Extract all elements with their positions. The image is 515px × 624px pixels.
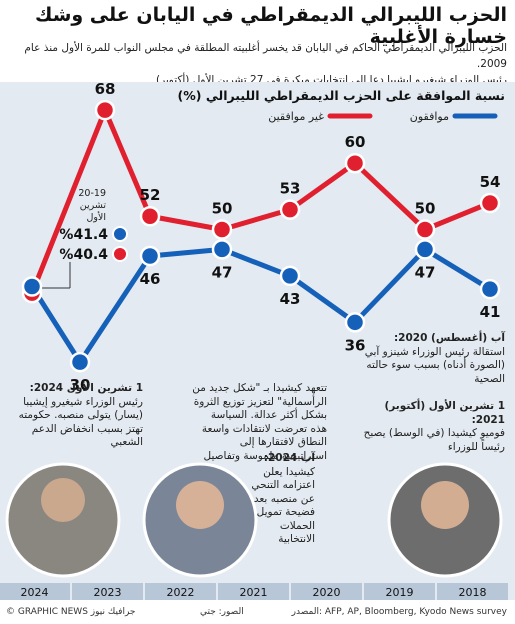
marker [139, 245, 161, 267]
annotation: تتعهد كيشيدا بـ "شكل جديد من الرأسمالية"… [192, 382, 327, 463]
year-cell [364, 583, 435, 600]
value-label: %41.4 [59, 227, 108, 243]
series-line [29, 107, 491, 295]
callout-dot [112, 246, 128, 262]
year-label: 2018 [459, 586, 487, 599]
value-label: 50 [212, 200, 233, 218]
callout-dot [112, 226, 128, 242]
face [41, 478, 85, 522]
annotation-title: 1 تشرين الأول (أكتوبر) 2021: [384, 400, 505, 426]
value-label: 41 [480, 303, 501, 321]
marker [279, 265, 301, 287]
year-cell [0, 583, 70, 600]
value-label: 54 [480, 173, 501, 191]
marker [344, 312, 366, 333]
annotation-title: آب 2024: [263, 452, 315, 464]
photos [5, 462, 503, 578]
marker [479, 192, 501, 214]
subtitle-line: الحزب الليبرالي الديمقراطي الحاكم في الي… [24, 42, 507, 70]
annotation-title: 1 تشرين الأول 2024: [29, 382, 143, 394]
legend-label: موافقون [410, 110, 449, 123]
face [421, 481, 469, 529]
chart-title: نسبة الموافقة على الحزب الديمقراطي الليب… [177, 88, 505, 103]
annotation-title: آب (أغسطس) 2020: [393, 332, 505, 344]
year-cell [145, 583, 216, 600]
marker [139, 205, 161, 227]
annotation-text: رئيس الوزراء شيغيرو إيشيبا (يسار) يتولى … [18, 395, 143, 449]
value-label: 47 [212, 263, 233, 281]
value-label: 46 [140, 270, 161, 288]
year-label: 2023 [94, 586, 122, 599]
year-cell [437, 583, 508, 600]
year-label: 2021 [240, 586, 268, 599]
year-cell [291, 583, 362, 600]
marker [211, 239, 233, 260]
annotation: آب (أغسطس) 2020: استقالة رئيس الوزراء شين… [355, 332, 505, 386]
legend-label: غير موافقين [268, 110, 324, 123]
year-label: 2024 [21, 586, 49, 599]
year-cell [72, 583, 143, 600]
marker [94, 99, 116, 121]
source: المصدر: AFP, AP, Bloomberg, Kyodo News s… [291, 607, 507, 617]
callout-title: 20-19 تشرين الأول [78, 188, 106, 223]
value-label: 36 [345, 336, 366, 354]
annotation: 1 تشرين الأول (أكتوبر) 2021: فوميو كيشيدا… [355, 400, 505, 454]
face [176, 481, 224, 529]
annotation-text: فوميو كيشيدا (في الوسط) يصبح رئيساً للوز… [363, 427, 505, 453]
year-label: 2020 [313, 586, 341, 599]
marker [21, 276, 43, 297]
marker [279, 199, 301, 220]
annotation: آب 2024: كيشيدا يعلن اعتزامه التنحي عن من… [245, 452, 315, 547]
marker [414, 239, 436, 260]
value-label: 50 [415, 200, 436, 218]
marker [211, 219, 233, 240]
value-label: 47 [415, 263, 436, 281]
series-line [29, 246, 492, 365]
marker [479, 278, 501, 300]
value-label: 53 [280, 180, 301, 198]
year-label: 2022 [167, 586, 195, 599]
value-label: %40.4 [59, 247, 108, 263]
title: الحزب الليبرالي الديمقراطي في اليابان عل… [35, 4, 507, 48]
annotation-text: كيشيدا يعلن اعتزامه التنحي عن منصبه بعد … [251, 465, 315, 546]
value-label: 68 [95, 80, 116, 98]
value-label: 43 [280, 290, 301, 308]
marker [414, 219, 436, 240]
year-cell [218, 583, 289, 600]
footer: المصدر: AFP, AP, Bloomberg, Kyodo News s… [0, 604, 515, 624]
year-label: 2019 [386, 586, 414, 599]
annotation: 1 تشرين الأول 2024: رئيس الوزراء شيغيرو إ… [8, 382, 143, 450]
value-label: 52 [140, 186, 161, 204]
photo-credit: الصور: جتي [200, 607, 244, 617]
marker [69, 351, 91, 373]
credit: © GRAPHIC NEWS جرافيك نيوز [6, 607, 136, 617]
value-label: 30 [70, 376, 91, 394]
annotation-text: تتعهد كيشيدا بـ "شكل جديد من الرأسمالية"… [192, 382, 327, 462]
annotation-text: استقالة رئيس الوزراء شينزو آبي (الصورة أ… [364, 345, 505, 385]
value-label: 60 [345, 133, 366, 151]
marker [344, 152, 366, 174]
